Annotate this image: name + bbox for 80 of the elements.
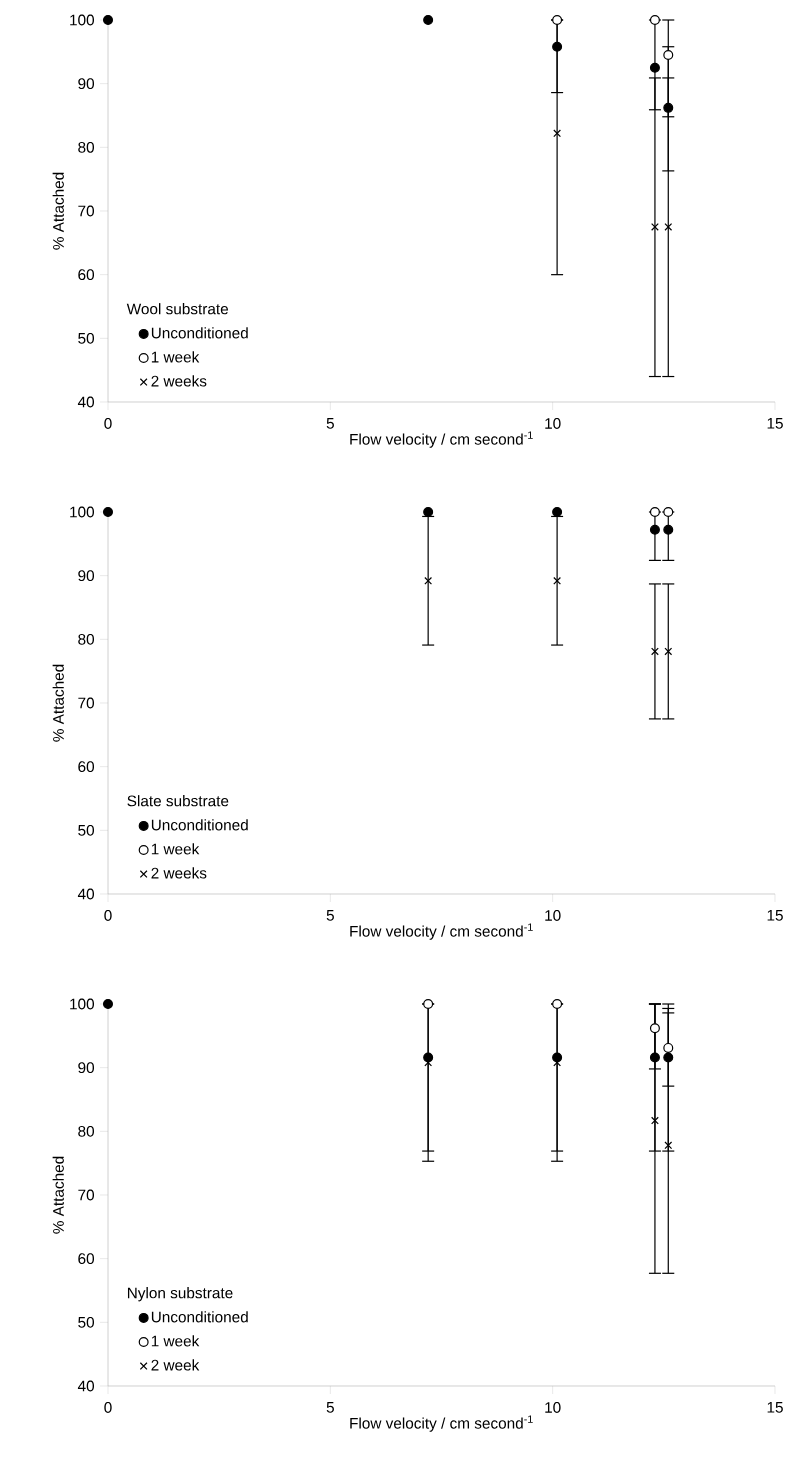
x-tick-label: 5 [326,910,334,921]
legend-label: 1 week [151,351,200,363]
y-tick-label: 40 [77,888,95,900]
point [553,129,562,138]
y-tick-label: 100 [70,506,95,518]
y-tick-label: 70 [78,697,95,709]
point [663,1052,674,1063]
y-tick-label: 60 [78,761,95,773]
legend-label: 2 weeks [151,375,207,387]
y-tick-label: 100 [70,998,95,1010]
point [103,507,113,517]
point [649,1023,660,1034]
legend-label: 1 week [151,1335,200,1347]
legend-label: Unconditioned [151,1311,248,1323]
point [663,524,674,535]
point [423,998,434,1009]
y-tick-label: 60 [78,269,95,281]
y-axis-title: % Attached [52,172,64,250]
y-tick-label: 60 [78,1253,95,1265]
x-tick-label: 15 [767,910,783,921]
x-tick-label: 0 [104,1402,112,1413]
point [103,15,113,25]
x-tick-label: 5 [326,1402,334,1413]
x-tick-label: 15 [767,418,783,429]
point [664,647,673,656]
point [649,1052,660,1063]
legend-label: Unconditioned [151,819,248,831]
legend-title: Nylon substrate [127,1287,233,1302]
y-tick-label: 80 [78,141,95,153]
point [423,507,434,517]
point [552,15,563,25]
y-tick-label: 100 [70,14,95,26]
y-axis-title: % Attached [52,1156,64,1234]
point [552,507,563,517]
point [552,41,563,52]
y-tick-label: 40 [77,1380,95,1392]
x-axis-title: Flow velocity / cm second$^{-1}$ [350,923,533,940]
x-axis-title: Flow velocity / cm second$^{-1}$ [350,1415,533,1432]
legend-label: 2 weeks [151,867,207,879]
point [651,1116,659,1125]
legend-title: Wool substrate [126,303,228,315]
x-tick-label: 10 [545,910,561,921]
point [649,524,660,535]
y-tick-label: 50 [78,1316,95,1328]
point [424,1058,433,1067]
y-tick-label: 80 [78,633,95,645]
point [663,102,674,113]
point [651,647,659,656]
point [651,223,659,231]
x-axis-title: Flow velocity / cm second$^{-1}$ [350,431,533,448]
point [664,223,673,231]
point [424,576,433,585]
legend-label: 1 week [151,843,200,855]
y-tick-label: 70 [78,1189,95,1201]
legend-label: 2 week [151,1359,200,1371]
point [553,576,562,585]
point [649,62,660,73]
y-tick-label: 50 [78,824,95,836]
x-tick-label: 10 [545,1402,561,1413]
legend-title: Slate substrate [127,795,229,807]
point [423,15,434,25]
x-tick-label: 5 [326,418,334,429]
y-tick-label: 70 [78,205,95,217]
point [663,50,674,61]
x-tick-label: 15 [767,1402,783,1413]
point [663,1042,674,1053]
y-tick-label: 80 [78,1125,95,1137]
x-tick-label: 0 [104,418,112,429]
x-tick-label: 10 [545,418,561,429]
y-tick-label: 90 [78,78,95,90]
y-tick-label: 40 [77,396,95,408]
point [103,998,113,1009]
y-tick-label: 90 [78,570,95,582]
y-axis-title: % Attached [52,664,64,742]
point [552,998,563,1009]
x-tick-label: 0 [104,910,112,921]
legend-label: Unconditioned [151,327,248,339]
point [553,1058,562,1067]
y-tick-label: 50 [78,332,95,344]
y-tick-label: 90 [78,1062,95,1074]
